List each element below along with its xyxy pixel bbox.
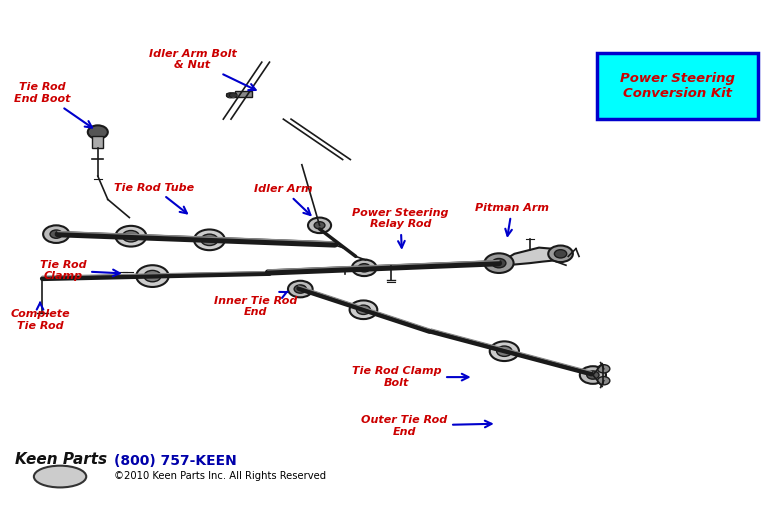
- Text: Idler Arm: Idler Arm: [254, 184, 313, 215]
- Bar: [235, 91, 252, 97]
- Circle shape: [226, 93, 234, 98]
- Text: Tie Rod
End Boot: Tie Rod End Boot: [14, 82, 92, 127]
- Circle shape: [484, 253, 514, 273]
- Circle shape: [88, 125, 108, 139]
- Text: Keen Parts: Keen Parts: [15, 453, 108, 467]
- Circle shape: [50, 230, 62, 238]
- Circle shape: [294, 285, 306, 293]
- Circle shape: [598, 365, 610, 373]
- Circle shape: [350, 300, 377, 319]
- Bar: [92, 136, 103, 148]
- Circle shape: [229, 93, 237, 98]
- Text: (800) 757-KEEN: (800) 757-KEEN: [114, 454, 236, 468]
- Circle shape: [580, 366, 606, 384]
- Circle shape: [194, 229, 225, 250]
- Polygon shape: [499, 248, 568, 265]
- Circle shape: [492, 258, 506, 268]
- Circle shape: [358, 264, 370, 272]
- Ellipse shape: [34, 466, 86, 487]
- Circle shape: [497, 346, 512, 356]
- Circle shape: [352, 260, 377, 276]
- Circle shape: [116, 226, 146, 247]
- Text: Complete
Tie Rod: Complete Tie Rod: [10, 303, 70, 331]
- Circle shape: [587, 371, 599, 379]
- Text: Idler Arm Bolt
& Nut: Idler Arm Bolt & Nut: [149, 49, 256, 90]
- Circle shape: [122, 231, 139, 242]
- Text: Tie Rod Clamp
Bolt: Tie Rod Clamp Bolt: [352, 366, 468, 388]
- Text: Tie Rod
Clamp: Tie Rod Clamp: [40, 260, 119, 281]
- Text: Inner Tie Rod
End: Inner Tie Rod End: [214, 292, 297, 318]
- Circle shape: [201, 234, 218, 246]
- Text: Power Steering
Relay Rod: Power Steering Relay Rod: [352, 208, 449, 248]
- Text: Tie Rod Tube: Tie Rod Tube: [114, 182, 194, 213]
- Circle shape: [314, 222, 325, 229]
- Text: Outer Tie Rod
End: Outer Tie Rod End: [361, 415, 491, 437]
- Circle shape: [554, 250, 567, 258]
- Circle shape: [136, 265, 169, 287]
- Circle shape: [308, 218, 331, 233]
- Circle shape: [288, 281, 313, 297]
- Circle shape: [490, 341, 519, 361]
- Circle shape: [548, 246, 573, 262]
- Circle shape: [144, 270, 161, 282]
- Circle shape: [357, 305, 370, 314]
- Circle shape: [43, 225, 69, 243]
- FancyBboxPatch shape: [597, 53, 758, 119]
- Text: Power Steering
Conversion Kit: Power Steering Conversion Kit: [620, 72, 735, 100]
- Circle shape: [598, 377, 610, 385]
- Text: Pitman Arm: Pitman Arm: [475, 203, 549, 236]
- Text: ©2010 Keen Parts Inc. All Rights Reserved: ©2010 Keen Parts Inc. All Rights Reserve…: [114, 470, 326, 481]
